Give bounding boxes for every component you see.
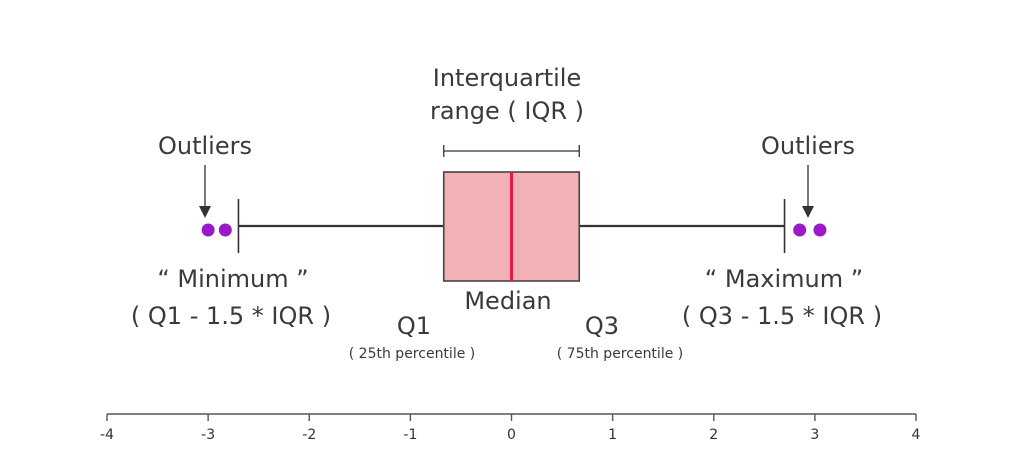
iqr-bracket — [443, 145, 580, 157]
minimum-formula: ( Q1 - 1.5 * IQR ) — [131, 302, 331, 330]
iqr-label-line2: range ( IQR ) — [430, 97, 584, 125]
outliers-label-left: Outliers — [158, 132, 252, 160]
x-axis-tick-label: -4 — [100, 427, 114, 443]
x-axis-ticks: -4 -3 -2 -1 0 1 2 3 4 — [100, 414, 921, 443]
median-label: Median — [464, 287, 551, 315]
q1-sublabel: ( 25th percentile ) — [349, 346, 475, 362]
maximum-label: “ Maximum ” — [705, 265, 863, 293]
x-axis-tick-label: -3 — [201, 427, 215, 443]
outlier-points — [201, 223, 827, 237]
outliers-arrow-left — [199, 165, 211, 218]
x-axis-tick-label: 3 — [810, 427, 819, 443]
iqr-label-line1: Interquartile — [433, 64, 581, 92]
q1-label: Q1 — [397, 312, 431, 340]
outlier-point — [201, 223, 215, 237]
x-axis-tick-label: -1 — [403, 427, 417, 443]
outlier-point — [793, 223, 807, 237]
outlier-point — [218, 223, 232, 237]
outliers-label-right: Outliers — [761, 132, 855, 160]
x-axis-tick-label: 1 — [608, 427, 617, 443]
q3-sublabel: ( 75th percentile ) — [557, 346, 683, 362]
x-axis-tick-label: 2 — [709, 427, 718, 443]
outliers-arrow-right — [802, 165, 814, 218]
x-axis-tick-label: -2 — [302, 427, 316, 443]
outlier-point — [813, 223, 827, 237]
minimum-label: “ Minimum ” — [157, 265, 308, 293]
q3-label: Q3 — [585, 312, 619, 340]
x-axis-tick-label: 4 — [912, 427, 921, 443]
x-axis-tick-label: 0 — [507, 427, 516, 443]
maximum-formula: ( Q3 - 1.5 * IQR ) — [682, 302, 882, 330]
